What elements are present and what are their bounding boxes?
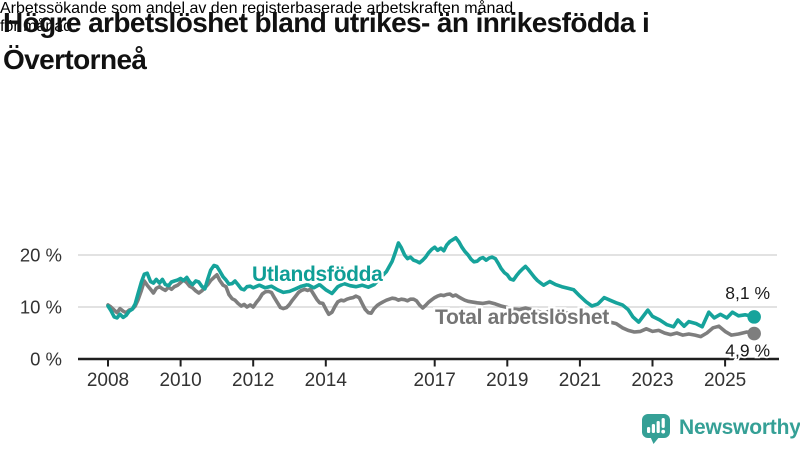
x-tick-label: 2017 [414, 370, 456, 391]
chart-subtitle-line1: Arbetssökande som andel av den registerb… [0, 0, 514, 17]
series-label: Total arbetslöshet [435, 306, 609, 329]
brand-wordmark: Newsworthy [679, 416, 800, 439]
logo-exclamation-bar [661, 417, 665, 428]
series-line-utlandsf-dda [106, 236, 756, 329]
chart-title-line1: Högre arbetslöshet bland utrikes- än inr… [3, 7, 650, 38]
logo-bar-chart-glyph [647, 417, 666, 433]
series-line-total-arbetsl-shet [106, 272, 756, 339]
x-tick-label: 2014 [305, 370, 348, 391]
series-label: Utlandsfödda [252, 263, 383, 286]
x-tick-label: 2012 [232, 370, 274, 391]
chart-subtitle-line2: för månad. [0, 18, 77, 35]
chart-title-line2: Övertorneå [3, 44, 147, 75]
chart-title: Högre arbetslöshet bland utrikes- än inr… [3, 4, 797, 78]
series-end-value: 4,9 % [725, 341, 770, 361]
newsworthy-brand: Newsworthy [641, 411, 800, 445]
x-tick-label: 2008 [87, 370, 129, 391]
series-end-value: 8,1 % [725, 283, 770, 303]
series-end-dot [747, 310, 761, 324]
y-tick-label: 20 % [20, 245, 62, 266]
y-tick-label: 10 % [20, 297, 62, 318]
logo-exclamation-dot [661, 429, 666, 433]
x-tick-label: 2023 [631, 370, 673, 391]
newsworthy-logo-icon [642, 413, 670, 444]
line-chart: 0 % 10 % 20 % 2008 2010 2012 2014 2017 2019 2021 2… [20, 236, 779, 391]
x-tick-label: 2021 [559, 370, 601, 391]
x-tick-label: 2025 [704, 370, 746, 391]
series-end-dot [747, 326, 761, 341]
x-tick-label: 2010 [159, 370, 201, 391]
x-tick-label: 2019 [486, 370, 528, 391]
y-tick-label: 0 % [30, 349, 62, 370]
